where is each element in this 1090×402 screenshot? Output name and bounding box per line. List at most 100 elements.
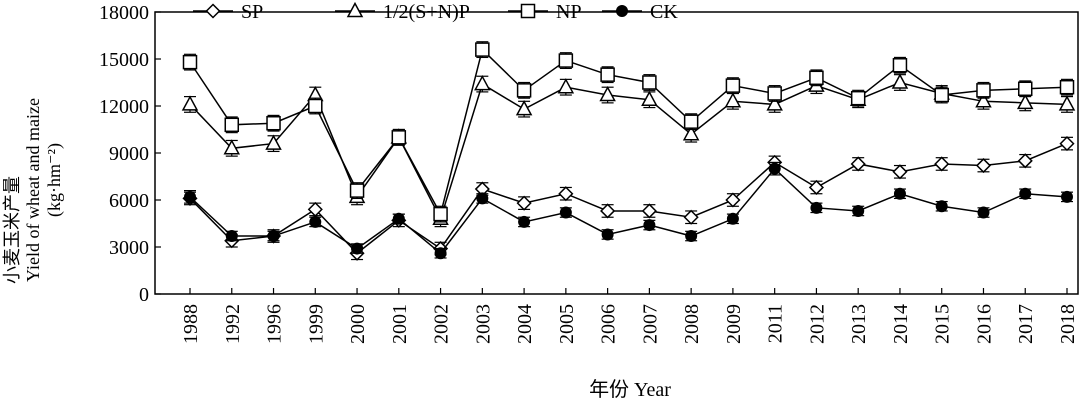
plot-frame: [154, 11, 1079, 295]
series-line: [189, 167, 1068, 255]
series-line: [189, 142, 1068, 255]
series-layer: [181, 41, 1076, 261]
data-point: [516, 83, 532, 98]
data-point: [893, 187, 906, 200]
data-point: [726, 212, 739, 225]
y-tick-label: 3000: [109, 237, 149, 259]
x-tick-label: 2009: [723, 304, 745, 344]
data-point: [850, 90, 866, 106]
x-tick-label: 2013: [848, 304, 870, 344]
data-point: [308, 98, 323, 114]
data-point: [892, 58, 908, 73]
data-point: [600, 203, 616, 219]
data-point: [1017, 81, 1033, 97]
data-point: [683, 114, 699, 129]
data-point: [850, 156, 866, 172]
x-tick-label: 2002: [431, 304, 453, 344]
x-tick-label: 2016: [973, 304, 995, 344]
y-tick-label: 0: [139, 284, 149, 306]
data-point: [1019, 187, 1032, 200]
data-point: [641, 90, 658, 106]
data-point: [267, 230, 280, 243]
data-point: [766, 95, 783, 111]
data-point: [977, 206, 990, 219]
x-tick-label: 2007: [639, 304, 661, 344]
legend-marker: [205, 3, 221, 19]
data-point: [682, 125, 700, 141]
data-point: [223, 139, 241, 155]
x-tick-label: 2014: [890, 304, 912, 344]
data-point: [601, 228, 614, 241]
data-point: [642, 75, 657, 90]
data-point: [182, 54, 198, 70]
data-point: [265, 134, 282, 150]
series-line: [189, 48, 1068, 217]
data-point: [475, 42, 490, 57]
data-point: [600, 67, 615, 82]
x-tick-label: 1996: [264, 304, 286, 344]
data-point: [266, 115, 281, 131]
data-point: [1017, 153, 1033, 169]
data-point: [599, 85, 616, 102]
data-point: [768, 162, 781, 175]
x-tick-label: 1992: [222, 304, 244, 344]
series-np: [182, 41, 1075, 223]
data-point: [474, 74, 491, 91]
data-point: [1058, 95, 1076, 111]
data-point: [558, 53, 574, 68]
y-axis-ticks: 0 3000 6000 9000 12000 15000 18000: [99, 2, 161, 306]
legend-label: SP: [241, 1, 263, 23]
x-tick-label: 1988: [180, 304, 202, 344]
data-point: [224, 117, 240, 133]
data-point: [516, 195, 532, 211]
y-tick-label: 6000: [109, 190, 149, 212]
data-point: [518, 215, 531, 228]
x-tick-label: 2000: [347, 304, 369, 344]
data-point: [351, 242, 364, 255]
x-tick-label: 2005: [556, 304, 578, 344]
x-tick-label: 2008: [681, 304, 703, 344]
x-tick-label: 1999: [305, 304, 327, 344]
x-axis-label: 年份 Year: [589, 378, 671, 401]
data-point: [685, 230, 698, 243]
data-point: [349, 183, 365, 198]
y-tick-label: 9000: [109, 143, 149, 165]
data-point: [643, 219, 656, 232]
data-point: [975, 92, 992, 108]
y-tick-label: 18000: [99, 2, 149, 24]
y-axis-label-line2: Yield of wheat and maize: [23, 98, 43, 282]
legend-label: CK: [650, 1, 678, 23]
series-ck: [184, 161, 1073, 260]
x-axis-ticks: 1988 1992 1996 1999 2000 2001 2002 2003 2004 2005…: [180, 288, 1079, 344]
data-point: [184, 190, 196, 203]
data-point: [307, 201, 323, 217]
data-point: [1016, 93, 1034, 110]
data-point: [892, 164, 908, 180]
series-line: [189, 81, 1068, 221]
x-tick-label: 2004: [514, 304, 536, 344]
data-point: [724, 92, 742, 108]
legend-label: NP: [556, 1, 582, 23]
data-point: [559, 206, 572, 219]
data-point: [434, 247, 447, 260]
axes: [154, 11, 1079, 295]
data-point: [852, 204, 865, 217]
data-point: [392, 212, 405, 225]
x-tick-label: 2015: [932, 304, 954, 344]
x-tick-label: 2001: [389, 304, 411, 344]
data-point: [1059, 136, 1075, 152]
data-point: [309, 215, 322, 228]
x-tick-label: 2006: [598, 304, 620, 344]
data-point: [808, 179, 824, 196]
data-point: [558, 186, 574, 202]
series-sp: [182, 136, 1075, 261]
legend-label: 1/2(S+N)P: [383, 1, 470, 23]
data-point: [683, 209, 699, 225]
data-point: [725, 78, 741, 93]
data-point: [976, 83, 991, 98]
data-point: [515, 100, 533, 116]
legend: SP 1/2(S+N)P NP CK: [193, 1, 678, 23]
x-tick-label: 2003: [472, 304, 494, 344]
y-axis-label-line3: (kg·hm⁻²): [44, 143, 65, 217]
